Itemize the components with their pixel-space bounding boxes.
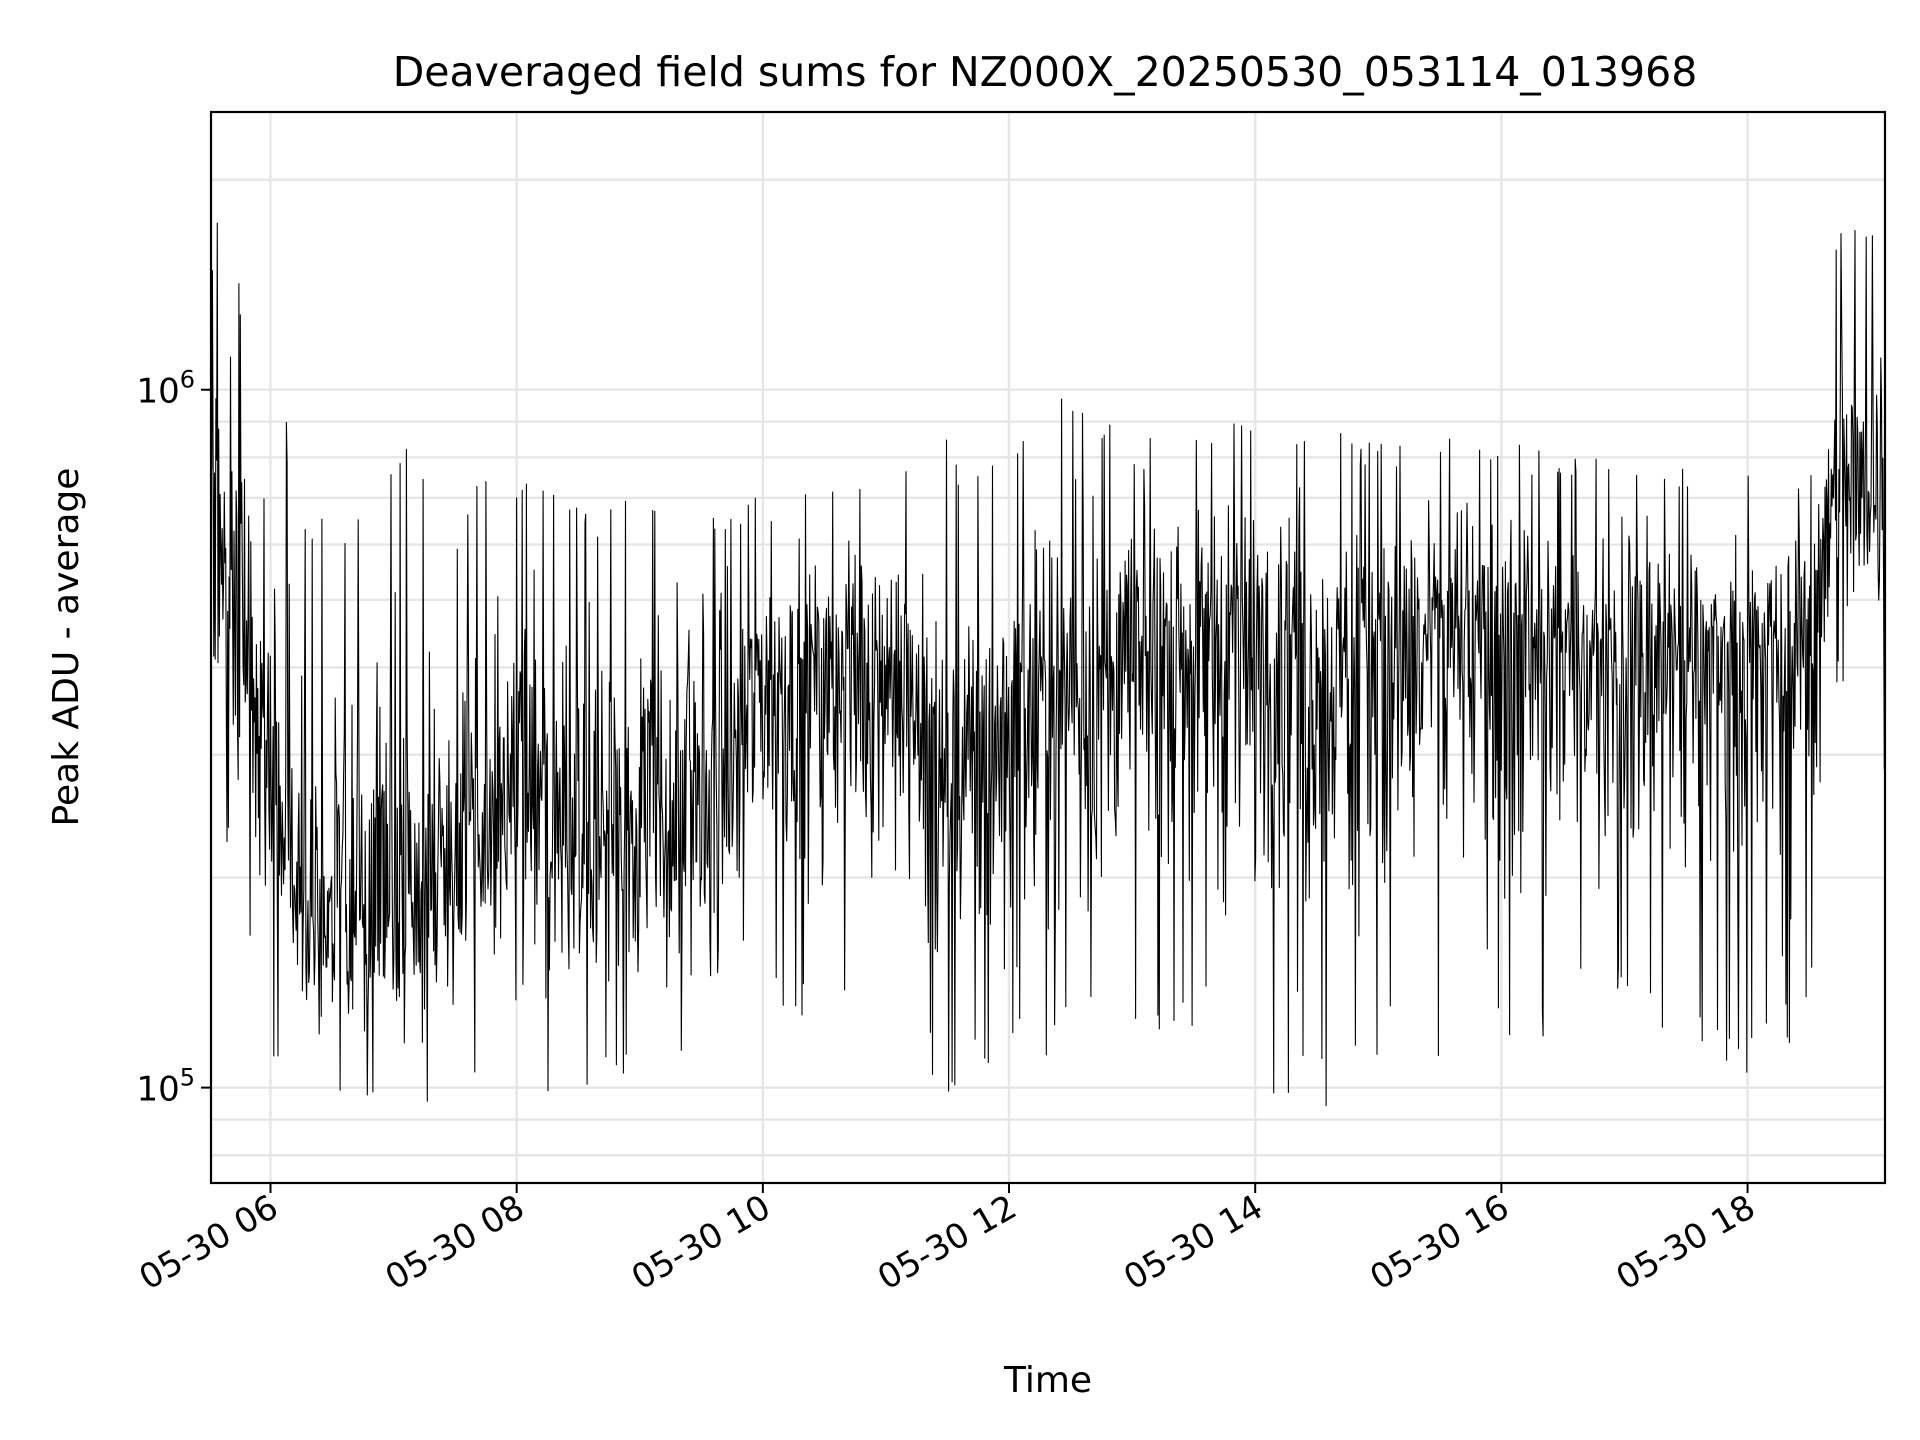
y-axis-label: Peak ADU - average <box>46 468 87 827</box>
y-tick-label-1: 106 <box>136 366 195 412</box>
y-axis: 105 106 <box>136 366 211 1110</box>
chart-title: Deaveraged field sums for NZ000X_2025053… <box>393 48 1698 96</box>
series-line <box>210 166 1886 1107</box>
x-tick-label-2: 05-30 10 <box>625 1187 777 1298</box>
x-axis-label: Time <box>1003 1360 1092 1401</box>
plot-frame <box>209 110 1887 1185</box>
y-tick-label-0: 105 <box>136 1064 195 1110</box>
x-tick-label-6: 05-30 18 <box>1610 1187 1762 1298</box>
x-tick-label-4: 05-30 14 <box>1117 1187 1269 1298</box>
x-tick-label-5: 05-30 16 <box>1363 1187 1515 1298</box>
x-tick-label-3: 05-30 12 <box>871 1187 1023 1298</box>
plot-area <box>210 166 1886 1107</box>
x-tick-label-1: 05-30 08 <box>379 1187 531 1298</box>
x-axis: 05-30 06 05-30 08 05-30 10 05-30 12 05-30 14… <box>133 1183 1762 1298</box>
x-tick-label-0: 05-30 06 <box>133 1187 285 1298</box>
